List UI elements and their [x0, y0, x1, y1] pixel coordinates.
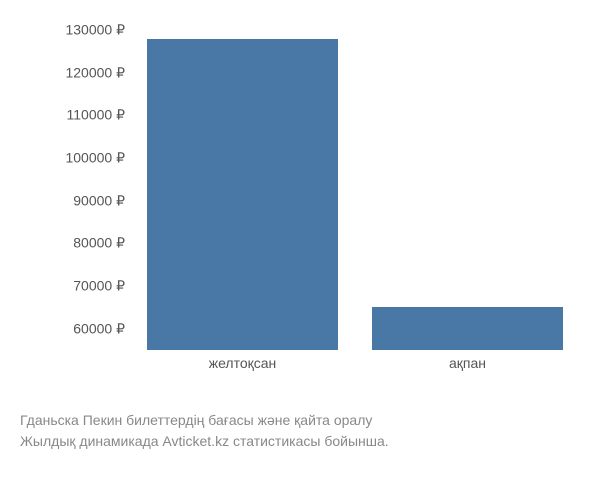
x-axis: желтоқсан ақпан	[130, 355, 580, 385]
bar-chart: 60000 ₽ 70000 ₽ 80000 ₽ 90000 ₽ 100000 ₽ 1100…	[20, 20, 580, 400]
y-tick-label: 100000 ₽	[65, 150, 125, 167]
x-tick-label: ақпан	[449, 355, 486, 371]
y-axis: 60000 ₽ 70000 ₽ 80000 ₽ 90000 ₽ 100000 ₽ 1100…	[20, 30, 125, 350]
y-tick-label: 90000 ₽	[73, 192, 125, 209]
y-tick-label: 130000 ₽	[65, 22, 125, 39]
y-tick-label: 70000 ₽	[73, 278, 125, 295]
bar	[147, 39, 338, 350]
y-tick-label: 110000 ₽	[67, 107, 125, 124]
bar	[372, 307, 563, 350]
y-tick-label: 120000 ₽	[65, 64, 125, 81]
y-tick-label: 60000 ₽	[73, 320, 125, 337]
chart-caption: Гданьска Пекин билеттердің бағасы және қ…	[20, 410, 389, 452]
caption-line-2: Жылдық динамикада Avticket.kz статистика…	[20, 431, 389, 452]
caption-line-1: Гданьска Пекин билеттердің бағасы және қ…	[20, 410, 389, 431]
x-tick-label: желтоқсан	[209, 355, 277, 371]
y-tick-label: 80000 ₽	[73, 235, 125, 252]
plot-area	[130, 30, 580, 350]
